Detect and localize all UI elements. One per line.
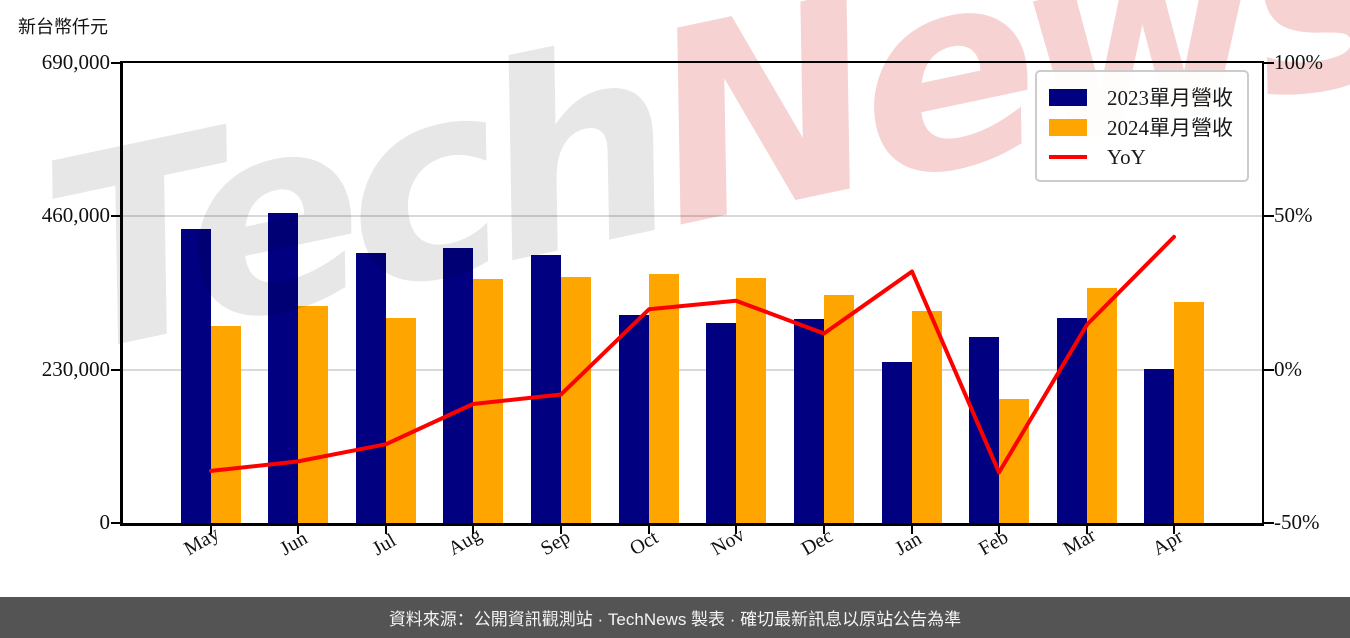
pct-tick: [1264, 522, 1274, 524]
gridline: [123, 368, 1262, 371]
bar-2024單月營收-Sep: [561, 277, 591, 523]
legend-item-2023: 2023單月營收: [1049, 82, 1235, 112]
x-tick-label-Jan: Jan: [891, 527, 926, 561]
bar-2023單月營收-Nov: [706, 323, 736, 523]
x-tick-label-Feb: Feb: [975, 526, 1012, 561]
x-tick-label-Jun: Jun: [276, 527, 312, 561]
x-tick: [297, 526, 299, 534]
yoy-line: [209, 234, 1176, 475]
bar-2024單月營收-Dec: [824, 295, 854, 523]
y-tick: [111, 368, 121, 371]
x-tick-label-Mar: Mar: [1059, 524, 1100, 561]
x-tick-label-Apr: Apr: [1148, 525, 1187, 561]
x-tick-label-Sep: Sep: [537, 526, 574, 561]
bar-2023單月營收-Sep: [531, 255, 561, 523]
legend-item-yoy: YoY: [1049, 142, 1235, 172]
pct-tick: [1264, 215, 1274, 218]
y-axis-line: [120, 61, 123, 526]
pct-tick-label: 50%: [1274, 203, 1313, 228]
bar-2023單月營收-Dec: [794, 319, 824, 523]
bar-2024單月營收-Jun: [298, 306, 328, 523]
x-tick: [210, 526, 212, 534]
x-tick-label-Aug: Aug: [444, 523, 486, 561]
bar-2024單月營收-Jan: [912, 311, 942, 523]
legend-swatch-2024: [1049, 118, 1087, 136]
pct-tick: [1264, 368, 1274, 371]
x-tick: [998, 526, 1000, 534]
x-tick-label-Oct: Oct: [626, 526, 663, 561]
yoy-line-layer: [209, 234, 1176, 475]
plot-area: 2023單月營收 2024單月營收 YoY: [123, 63, 1262, 523]
legend-swatch-yoy: [1049, 155, 1087, 159]
y-tick-label: 0: [99, 510, 111, 534]
bar-2023單月營收-Jul: [356, 253, 386, 523]
y-axis-unit-label: 新台幣仟元: [18, 17, 108, 37]
y-tick-label: 230,000: [41, 356, 110, 381]
legend-label-2024: 2024單月營收: [1107, 116, 1233, 140]
bar-2023單月營收-Jan: [882, 362, 912, 523]
pct-tick-label: -50%: [1274, 510, 1320, 534]
y-tick-label: 690,000: [41, 50, 110, 74]
x-tick-label-Nov: Nov: [707, 523, 749, 561]
x-tick: [823, 526, 825, 534]
bar-2023單月營收-Aug: [443, 248, 473, 523]
x-tick: [385, 526, 387, 534]
bar-2023單月營收-May: [181, 229, 211, 523]
pct-tick-label: 0%: [1274, 356, 1302, 381]
y-tick: [111, 522, 121, 524]
bar-2023單月營收-Feb: [969, 337, 999, 523]
legend-item-2024: 2024單月營收: [1049, 112, 1235, 142]
bar-2023單月營收-Oct: [619, 315, 649, 523]
pct-tick-label: 100%: [1274, 50, 1323, 74]
x-tick: [648, 526, 650, 534]
x-tick: [735, 526, 737, 534]
bar-2024單月營收-May: [211, 326, 241, 523]
bar-2024單月營收-Mar: [1087, 288, 1117, 523]
source-footer: 資料來源：公開資訊觀測站 · TechNews 製表 · 確切最新訊息以原站公告…: [0, 597, 1350, 638]
legend-label-yoy: YoY: [1107, 144, 1146, 169]
x-tick-label-Dec: Dec: [797, 524, 837, 561]
x-tick: [560, 526, 562, 534]
x-tick: [911, 526, 913, 534]
y-tick: [111, 62, 121, 64]
x-tick-label-Jul: Jul: [368, 529, 400, 561]
x-tick: [472, 526, 474, 534]
source-footer-text: 資料來源：公開資訊觀測站 · TechNews 製表 · 確切最新訊息以原站公告…: [388, 610, 962, 629]
bar-2024單月營收-Oct: [649, 274, 679, 523]
x-tick: [1086, 526, 1088, 534]
y-tick-label: 460,000: [41, 203, 110, 228]
pct-tick: [1264, 62, 1274, 64]
bar-2024單月營收-Apr: [1174, 302, 1204, 523]
top-frame-line: [120, 61, 1264, 63]
bar-2023單月營收-Apr: [1144, 369, 1174, 523]
right-axis-line: [1262, 61, 1264, 526]
x-axis-line: [120, 523, 1264, 526]
legend-label-2023: 2023單月營收: [1107, 86, 1233, 110]
x-tick: [1173, 526, 1175, 534]
legend: 2023單月營收 2024單月營收 YoY: [1035, 70, 1249, 182]
y-tick: [111, 215, 121, 218]
x-tick-label-May: May: [180, 522, 224, 561]
bar-2023單月營收-Jun: [268, 213, 298, 523]
gridline: [123, 215, 1262, 218]
bar-2024單月營收-Jul: [386, 318, 416, 523]
legend-swatch-2023: [1049, 88, 1087, 106]
bar-2024單月營收-Nov: [736, 278, 766, 523]
